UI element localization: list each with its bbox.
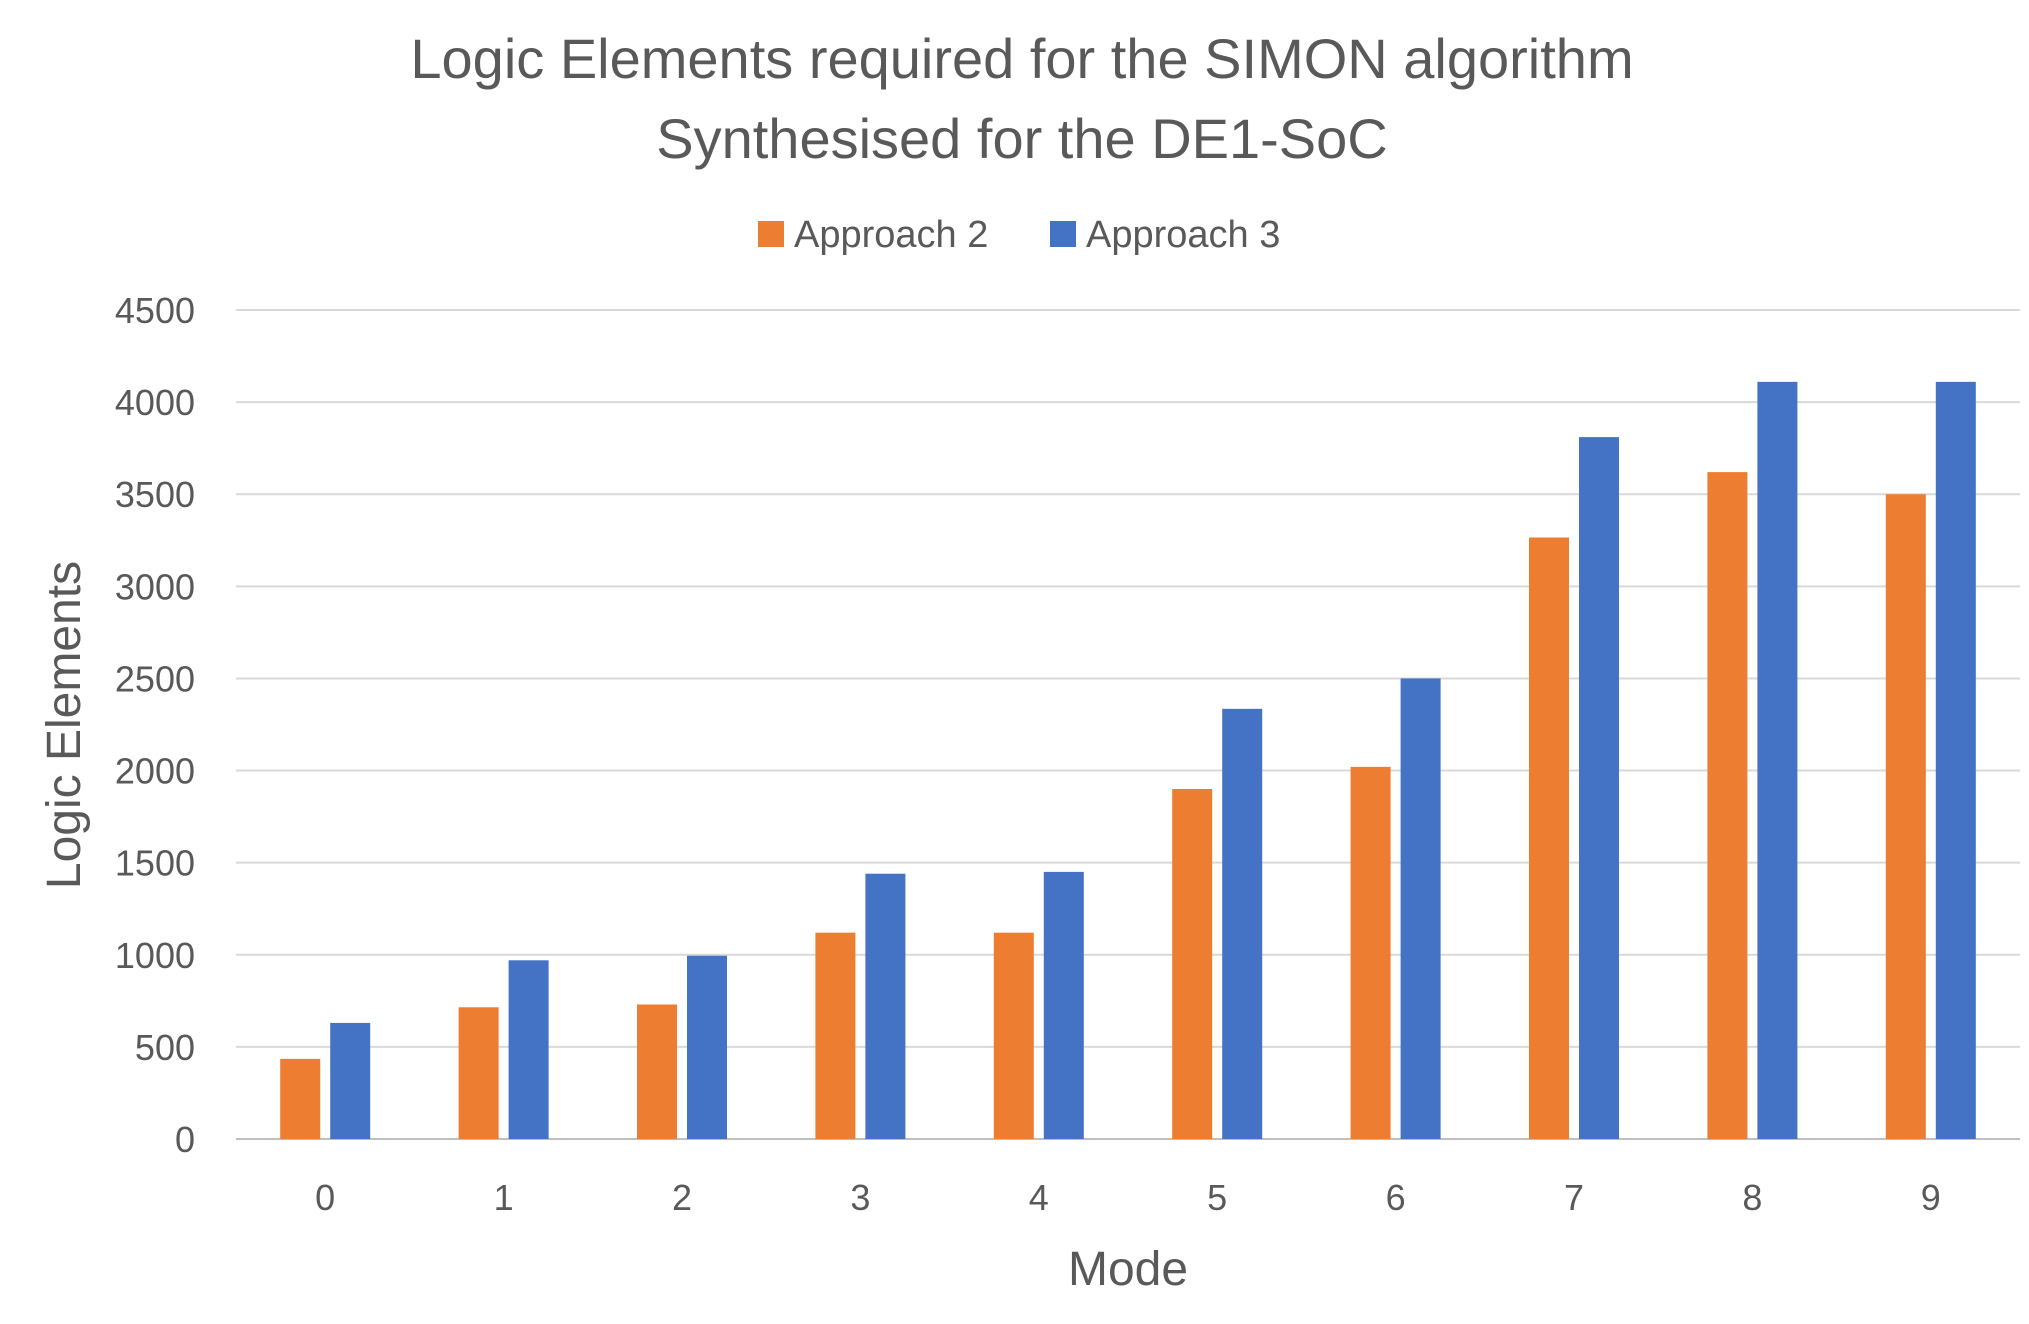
bar-approach-3-mode-3 [865, 873, 906, 1139]
x-tick-label: 5 [1207, 1177, 1227, 1218]
y-tick-label: 3000 [115, 566, 195, 607]
bar-approach-2-mode-6 [1350, 766, 1391, 1139]
y-tick-label: 3500 [115, 474, 195, 515]
y-axis-title: Logic Elements [38, 561, 91, 889]
bar-approach-2-mode-4 [993, 932, 1034, 1139]
y-tick-label: 1000 [115, 935, 195, 976]
y-tick-label: 2500 [115, 658, 195, 699]
x-tick-label: 9 [1921, 1177, 1941, 1218]
y-tick-label: 2000 [115, 751, 195, 792]
y-tick-label: 0 [175, 1119, 195, 1160]
x-tick-label: 0 [315, 1177, 335, 1218]
x-tick-label: 6 [1386, 1177, 1406, 1218]
x-tick-label: 1 [494, 1177, 514, 1218]
x-tick-label: 3 [850, 1177, 870, 1218]
x-tick-label: 4 [1029, 1177, 1049, 1218]
bar-approach-3-mode-2 [687, 955, 727, 1139]
bar-approach-2-mode-3 [815, 932, 856, 1139]
bar-approach-3-mode-1 [508, 960, 549, 1139]
legend-swatch [758, 221, 784, 247]
chart-subtitle: Synthesised for the DE1-SoC [656, 107, 1387, 170]
bar-approach-2-mode-0 [280, 1058, 321, 1139]
x-tick-label: 8 [1742, 1177, 1762, 1218]
legend: Approach 2 Approach 3 [758, 214, 1280, 256]
legend-label: Approach 2 [794, 214, 988, 256]
legend-swatch [1050, 221, 1076, 247]
x-tick-label: 2 [672, 1177, 692, 1218]
bar-approach-2-mode-7 [1529, 537, 1569, 1139]
y-tick-label: 500 [135, 1027, 195, 1068]
bar-approach-2-mode-8 [1707, 472, 1748, 1139]
bar-approach-3-mode-8 [1757, 381, 1798, 1139]
bar-approach-2-mode-5 [1172, 788, 1213, 1139]
x-tick-label: 7 [1564, 1177, 1584, 1218]
chart-title: Logic Elements required for the SIMON al… [410, 27, 1633, 90]
y-axis-ticks: 0 500 1000 1500 2000 2500 3000 3500 4000 4500 [115, 290, 195, 1160]
bars [280, 381, 1976, 1139]
legend-label: Approach 3 [1086, 214, 1280, 256]
bar-approach-3-mode-7 [1579, 437, 1619, 1139]
bar-approach-2-mode-2 [637, 1004, 677, 1139]
y-tick-label: 4000 [115, 382, 195, 423]
x-axis-ticks: 0 1 2 3 4 5 6 7 8 9 [315, 1177, 1941, 1218]
y-tick-label: 4500 [115, 290, 195, 331]
gridlines [236, 309, 2020, 1140]
bar-approach-3-mode-5 [1222, 708, 1263, 1139]
bar-approach-3-mode-6 [1400, 678, 1441, 1139]
bar-approach-3-mode-4 [1043, 871, 1084, 1139]
y-tick-label: 1500 [115, 843, 195, 884]
bar-approach-2-mode-1 [458, 1007, 499, 1139]
bar-approach-3-mode-9 [1935, 381, 1976, 1139]
x-axis-title: Mode [1068, 1243, 1188, 1296]
bar-approach-2-mode-9 [1885, 494, 1926, 1139]
bar-approach-3-mode-0 [330, 1022, 371, 1139]
